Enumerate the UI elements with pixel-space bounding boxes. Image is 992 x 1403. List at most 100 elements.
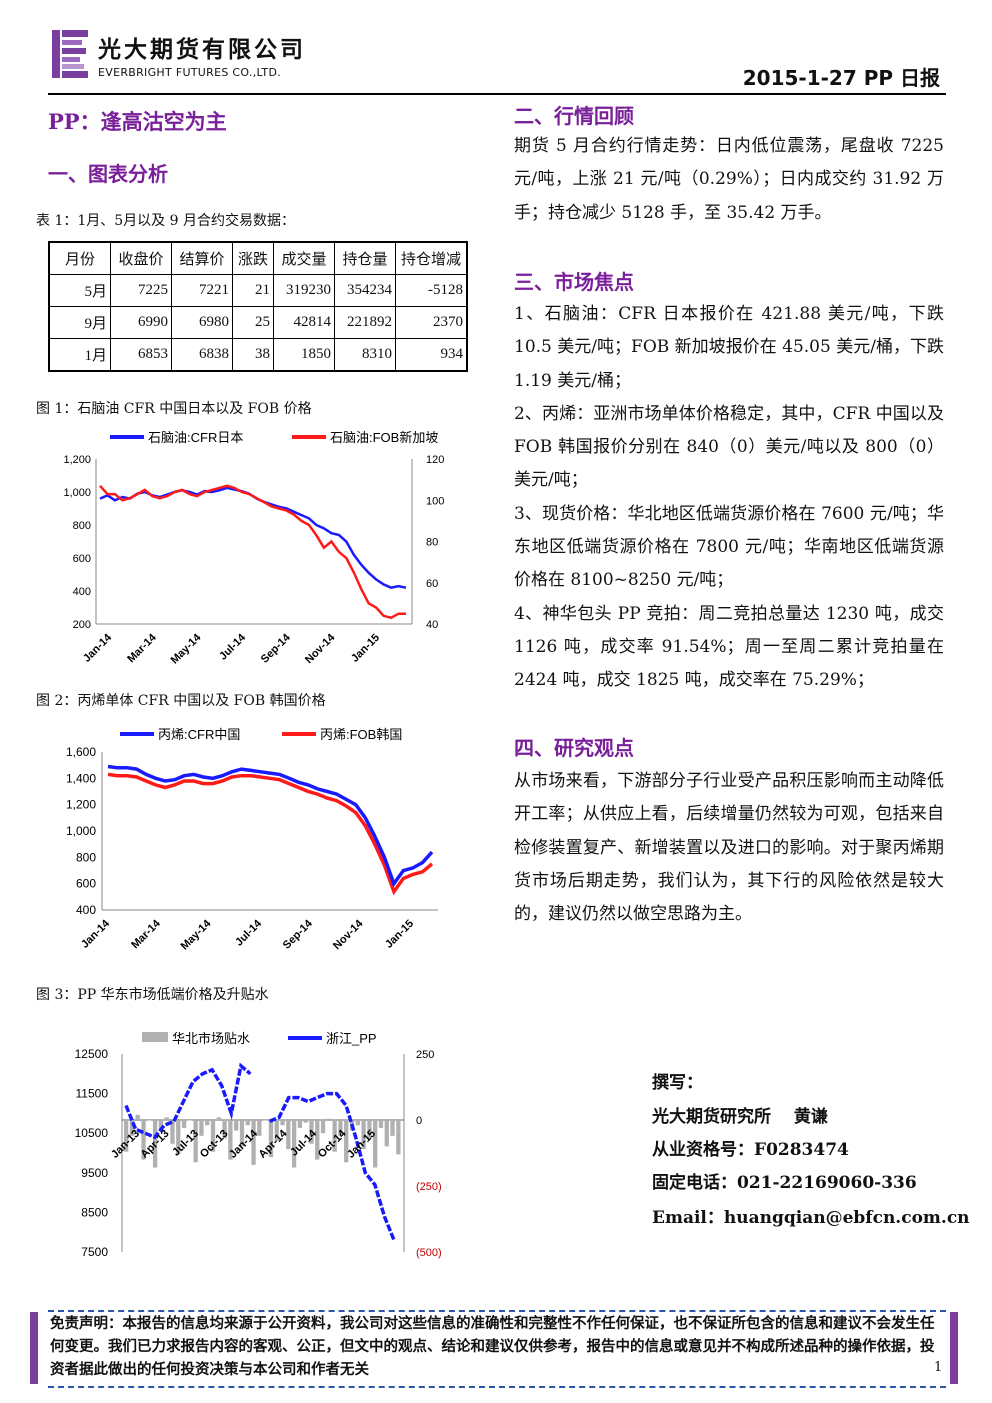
table-header-cell: 持仓量: [334, 241, 396, 275]
list-item: 4、神华包头 PP 竞拍：周二竞拍总量达 1230 吨，成交 1126 吨，成交…: [514, 603, 944, 691]
y-tick-label: 400: [76, 903, 96, 917]
report-date-title: 2015-1-27 PP 日报: [742, 66, 940, 90]
legend-label: 石脑油:FOB新加坡: [330, 430, 438, 445]
x-tick-label: Sep-14: [259, 631, 294, 666]
discount-bar: [291, 1120, 297, 1168]
discount-bar: [367, 1120, 372, 1139]
y-tick-label: 800: [76, 850, 96, 864]
table-header-cell: 收盘价: [110, 241, 172, 275]
y-tick-label-left: 9500: [81, 1166, 108, 1180]
y-tick-label-right: (500): [416, 1247, 442, 1259]
author-name: 光大期货研究所 黄谦: [652, 1107, 828, 1127]
discount-bar: [170, 1120, 175, 1144]
y-tick-label-right: (250): [416, 1181, 442, 1193]
legend-label: 石脑油:CFR日本: [148, 430, 243, 445]
discount-bar: [193, 1120, 198, 1163]
list-item: 3、现货价格：华北地区低端货源价格在 7600 元/吨；华东地区低端货源价格在 …: [514, 503, 944, 591]
chart3-svg: 华北市场贴水 浙江_PP 7500 8500 9500 10500 11500 12500 (5…: [75, 1031, 442, 1259]
y-tick-label-left: 800: [73, 520, 91, 532]
x-tick-label: Mar-14: [125, 631, 159, 665]
table-cell: 934: [395, 338, 468, 372]
page-number: 1: [934, 1360, 943, 1375]
discount-bar: [199, 1120, 204, 1136]
y-tick-label: 600: [76, 877, 96, 891]
discount-bar: [234, 1120, 239, 1131]
discount-bar: [135, 1114, 140, 1120]
x-tick-label: Jan-14: [81, 631, 115, 665]
y-tick-label-right: 0: [416, 1115, 422, 1127]
naphtha-price-chart: 石脑油:CFR日本 石脑油:FOB新加坡 200 400 600 800 1,000 1,20…: [40, 422, 460, 672]
table-cell: -5128: [395, 274, 468, 307]
report-title: PP：逢高沽空为主: [48, 109, 227, 134]
discount-bar: [390, 1120, 395, 1136]
x-tick-label: Nov-14: [303, 631, 338, 666]
research-view-text: 从市场来看，下游部分子行业受产品积压影响而主动降低开工率；从供应上看，后续增量仍…: [514, 765, 944, 931]
table-row: 9月 6990 6980 25 42814 221892 2370: [48, 306, 468, 339]
y-tick-label-right: 250: [416, 1049, 434, 1061]
discount-bar: [141, 1120, 146, 1160]
disclaimer-right-bar: [950, 1312, 958, 1384]
series-line-cfr-japan: [99, 486, 407, 590]
disclaimer-box: [48, 1310, 946, 1388]
list-item: 1、石脑油：CFR 日本报价在 421.88 美元/吨，下跌 10.5 美元/吨…: [514, 304, 944, 391]
market-review-paragraph: 期货 5 月合约行情走势：日内低位震荡，尾盘收 7225 元/吨，上涨 21 元…: [514, 136, 944, 223]
y-tick-label: 1,000: [66, 824, 96, 838]
section-heading-market-focus: 三、市场焦点: [514, 270, 634, 294]
author-label: 撰写：: [652, 1073, 703, 1093]
series-line-zhejiang-pp: [124, 1062, 396, 1241]
discount-bar: [147, 1120, 152, 1121]
figure2-caption: 图 2：丙烯单体 CFR 中国以及 FOB 韩国价格: [36, 693, 326, 709]
y-tick-label-left: 1,000: [63, 487, 91, 499]
market-review-text: 期货 5 月合约行情走势：日内低位震荡，尾盘收 7225 元/吨，上涨 21 元…: [514, 130, 944, 230]
author-email[interactable]: Email：huangqian@ebfcn.com.cn: [652, 1208, 970, 1228]
y-tick-label-left: 11500: [76, 1087, 109, 1101]
table-cell: 6838: [171, 338, 233, 372]
series-line-fob-singapore: [99, 484, 406, 620]
table-cell: 8310: [334, 338, 396, 372]
x-tick-label: Jan-15: [383, 918, 416, 951]
discount-bar: [239, 1120, 245, 1147]
discount-bar: [384, 1120, 389, 1147]
y-tick-label-right: 80: [426, 537, 438, 549]
discount-bar: [378, 1120, 384, 1128]
discount-bar: [297, 1120, 303, 1128]
chart2-svg: 丙烯:CFR中国 丙烯:FOB韩国 400 600 800 1,000 1,200 1,400…: [66, 727, 438, 952]
disclaimer-text: 免责声明：本报告的信息均来源于公开资料，我公司对这些信息的准确性和完整性不作任何…: [50, 1316, 935, 1378]
table-cell: 21: [232, 274, 274, 307]
table-cell: 6990: [110, 306, 172, 339]
table-header-row: 月份 收盘价 结算价 涨跌 成交量 持仓量 持仓增减: [48, 241, 468, 275]
discount-bar: [257, 1120, 262, 1136]
discount-bar: [286, 1120, 291, 1150]
discount-bar: [164, 1117, 169, 1120]
discount-bar: [344, 1120, 349, 1163]
company-name-en: EVERBRIGHT FUTURES CO.,LTD.: [98, 66, 282, 79]
y-tick-label-left: 1,200: [63, 454, 91, 466]
propylene-price-chart: 丙烯:CFR中国 丙烯:FOB韩国 400 600 800 1,000 1,200 1,400…: [40, 716, 460, 971]
company-name-cn: 光大期货有限公司: [98, 36, 306, 63]
discount-bar: [124, 1120, 129, 1152]
x-tick-label: Jul-14: [233, 917, 265, 949]
table-header-cell: 涨跌: [232, 241, 274, 275]
discount-bar: [320, 1120, 326, 1134]
x-tick-label: Jan-14: [79, 917, 113, 951]
table-cell: 319230: [273, 274, 335, 307]
legend-label: 浙江_PP: [326, 1031, 377, 1046]
table-row: 1月 6853 6838 38 1850 8310 934: [48, 338, 468, 372]
y-tick-label-left: 8500: [81, 1205, 108, 1219]
discount-bar: [315, 1120, 320, 1160]
table-cell: 9月: [48, 306, 111, 339]
y-tick-label-right: 100: [426, 495, 444, 507]
discount-bar: [373, 1120, 378, 1168]
table-cell: 221892: [334, 306, 396, 339]
table-row: 5月 7225 7221 21 319230 354234 -5128: [48, 274, 468, 307]
table-cell: 6980: [171, 306, 233, 339]
discount-bar: [245, 1120, 250, 1126]
research-view-paragraph: 从市场来看，下游部分子行业受产品积压影响而主动降低开工率；从供应上看，后续增量仍…: [514, 771, 944, 925]
x-tick-label: Nov-14: [331, 917, 366, 952]
section-heading-chart-analysis: 一、图表分析: [48, 162, 168, 186]
table-cell: 7225: [110, 274, 172, 307]
table-cell: 5月: [48, 274, 111, 307]
y-tick-label-left: 10500: [75, 1126, 109, 1140]
table-cell: 354234: [334, 274, 396, 307]
table-cell: 1850: [273, 338, 335, 372]
